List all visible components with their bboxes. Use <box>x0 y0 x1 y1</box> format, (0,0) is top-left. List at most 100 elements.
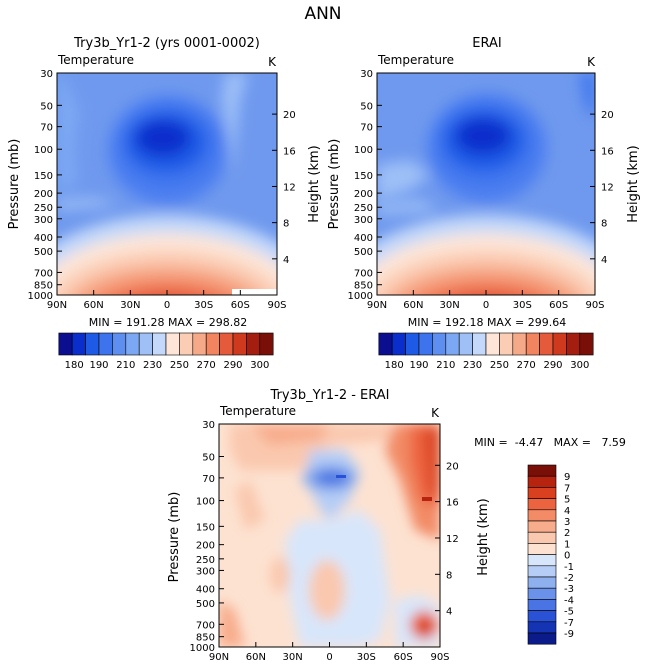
y-tick-label: 200 <box>196 541 215 552</box>
y-tick-label: 300 <box>34 215 53 226</box>
colorbar-swatch <box>527 531 557 544</box>
units-label: K <box>587 55 596 69</box>
y-tick-label: 250 <box>34 203 53 214</box>
x-axis: 90N 60N 30N 0 30S 60S 90S <box>47 290 287 311</box>
x-tick-label: 0 <box>483 300 489 311</box>
contour-field <box>219 424 440 647</box>
colorbar-swatch <box>527 475 557 488</box>
colorbar-label: -5 <box>564 607 574 618</box>
variable-label: Temperature <box>219 404 296 418</box>
colorbar-swatch <box>527 632 557 645</box>
y-tick-label: 100 <box>34 145 53 156</box>
contour-field <box>57 73 277 295</box>
x-tick-label: 60S <box>394 652 413 663</box>
panel-title: Try3b_Yr1-2 - ERAI <box>269 388 389 403</box>
height-axis-title: Height (km) <box>307 145 322 222</box>
colorbar-swatch <box>527 520 557 533</box>
y-tick-label: 850 <box>354 281 373 292</box>
colorbar-label: 290 <box>543 360 562 371</box>
y-tick-label: 400 <box>34 233 53 244</box>
colorbar-swatch <box>527 509 557 522</box>
colorbar-swatch <box>458 332 473 356</box>
x-axis: 90N 60N 30N 0 30S 60S 90S <box>367 290 605 311</box>
x-tick-label: 30S <box>513 300 532 311</box>
colorbar-label: 210 <box>116 360 135 371</box>
colorbar-swatch <box>112 332 127 356</box>
y-axis-title: Pressure (mb) <box>327 139 342 230</box>
x-tick-label: 30N <box>120 300 140 311</box>
colorbar-swatch <box>472 332 487 356</box>
x-tick-label: 60S <box>231 300 250 311</box>
contour-field <box>377 73 595 295</box>
colorbar-swatch <box>192 332 207 356</box>
height-tick-label: 4 <box>601 255 607 266</box>
colorbar-label: 9 <box>564 472 570 483</box>
x-tick-label: 90S <box>267 300 286 311</box>
colorbar-swatch <box>527 587 557 600</box>
x-tick-label: 30N <box>283 652 303 663</box>
x-tick-label: 60N <box>84 300 104 311</box>
y-tick-label: 50 <box>40 101 53 112</box>
colorbar-label: 230 <box>143 360 162 371</box>
colorbar-label: -2 <box>564 573 574 584</box>
y-tick-label: 200 <box>34 189 53 200</box>
colorbar-swatch <box>85 332 100 356</box>
colorbar-swatch <box>98 332 113 356</box>
height-tick-label: 4 <box>283 255 289 266</box>
colorbar-swatch <box>179 332 194 356</box>
x-tick-label: 0 <box>164 300 170 311</box>
colorbar-swatch <box>527 576 557 589</box>
colorbar-swatch <box>527 554 557 567</box>
colorbar-label: 270 <box>517 360 536 371</box>
height-tick-label: 16 <box>446 498 459 509</box>
units-label: K <box>431 406 440 420</box>
colorbar-label: 5 <box>564 495 570 506</box>
colorbar-swatch <box>152 332 167 356</box>
colorbar-label: 190 <box>409 360 428 371</box>
y-tick-label: 70 <box>40 123 53 134</box>
colorbar-swatch <box>552 332 567 356</box>
colorbar-swatch <box>205 332 220 356</box>
y-tick-label: 700 <box>196 620 215 631</box>
colorbar-swatch <box>432 332 447 356</box>
variable-label: Temperature <box>57 53 134 67</box>
colorbar-swatch <box>485 332 500 356</box>
colorbar-swatch <box>71 332 86 356</box>
colorbar-label: 3 <box>564 517 570 528</box>
x-tick-label: 90S <box>430 652 449 663</box>
x-axis: 90N 60N 30N 0 30S 60S 90S <box>209 642 450 663</box>
colorbar-swatch <box>512 332 527 356</box>
y-tick-label: 300 <box>354 215 373 226</box>
colorbar-swatch <box>125 332 140 356</box>
height-axis-title: Height (km) <box>626 145 641 222</box>
colorbar-label: 290 <box>223 360 242 371</box>
y-tick-label: 400 <box>196 585 215 596</box>
y-tick-label: 850 <box>34 281 53 292</box>
y-tick-label: 30 <box>202 420 215 431</box>
colorbar-label: 270 <box>197 360 216 371</box>
height-tick-label: 20 <box>446 461 459 472</box>
colorbar-label: 250 <box>170 360 189 371</box>
colorbar-label: 2 <box>564 528 570 539</box>
colorbar-swatch <box>499 332 514 356</box>
colorbar: 180 190 210 230 250 270 290 300 <box>378 332 594 371</box>
y-axis-right: Height (km) 4 8 12 16 20 <box>435 461 491 618</box>
colorbar-swatch <box>246 332 261 356</box>
panel-model: Try3b_Yr1-2 (yrs 0001-0002) Temperature … <box>7 36 322 371</box>
y-tick-label: 70 <box>360 123 373 134</box>
x-tick-label: 30S <box>194 300 213 311</box>
y-axis-right: Height (km) 4 8 12 16 20 <box>590 110 641 266</box>
colorbar: 180 190 210 230 250 270 290 300 <box>58 332 274 371</box>
colorbar-swatch <box>165 332 180 356</box>
height-tick-label: 16 <box>283 146 296 157</box>
x-tick-label: 60N <box>403 300 423 311</box>
colorbar-label: 300 <box>250 360 269 371</box>
y-tick-label: 1000 <box>348 291 373 302</box>
colorbar-swatch <box>445 332 460 356</box>
colorbar-swatch <box>527 621 557 634</box>
height-tick-label: 12 <box>446 534 459 545</box>
